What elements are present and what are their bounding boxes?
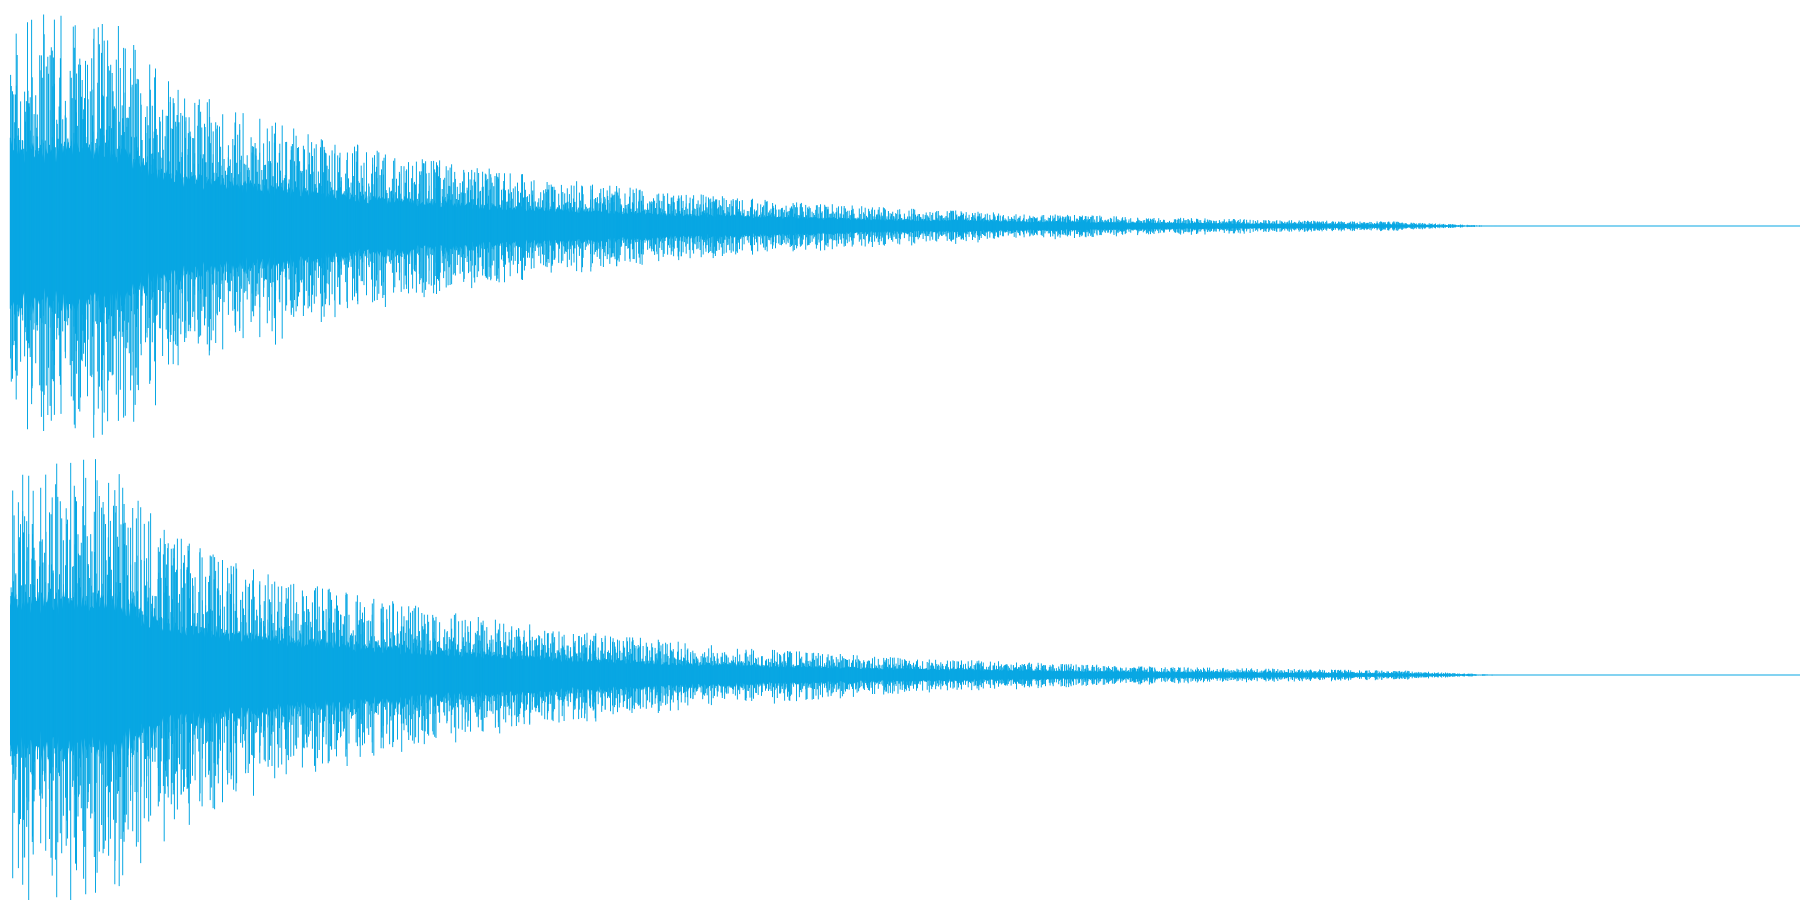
waveform-channel-2 (10, 459, 1800, 900)
waveform-channel-1 (9, 14, 1800, 438)
